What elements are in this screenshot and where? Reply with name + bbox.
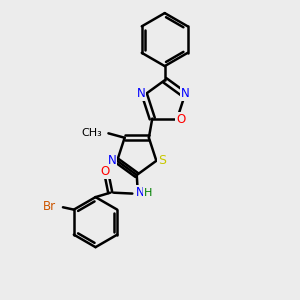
Text: N: N [137,87,146,100]
Text: N: N [181,87,190,100]
Text: N: N [136,186,145,199]
Text: N: N [107,154,116,167]
Text: CH₃: CH₃ [81,128,102,138]
Text: H: H [143,188,152,198]
Text: O: O [176,113,185,126]
Text: S: S [158,154,166,167]
Text: Br: Br [43,200,56,213]
Text: O: O [100,165,110,178]
